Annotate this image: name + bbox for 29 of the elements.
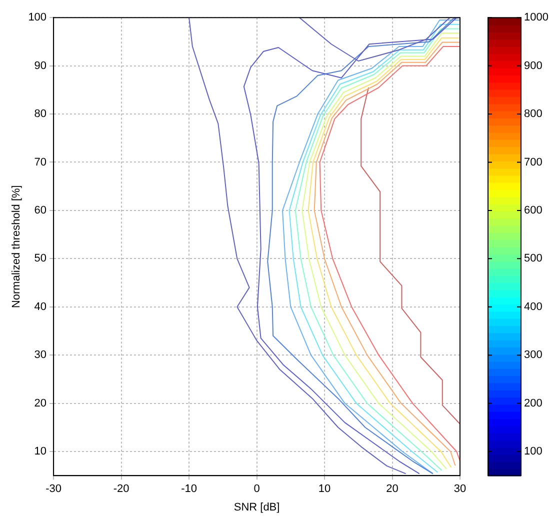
x-tick-label: -20 — [113, 483, 130, 496]
x-tick-label: 10 — [318, 483, 331, 496]
y-tick-label: 100 — [28, 12, 47, 24]
color-bar-label: 700 — [524, 156, 542, 168]
color-bar-label: 200 — [524, 397, 542, 410]
y-tick-label: 20 — [34, 397, 47, 410]
color-bar-label: 1000 — [524, 12, 548, 24]
color-bar-label: 300 — [524, 349, 542, 362]
y-tick-label: 80 — [34, 108, 47, 120]
x-axis-title: SNR [dB] — [234, 501, 280, 514]
y-axis-title: Normalized threshold [%] — [10, 185, 23, 308]
x-tick-label: 0 — [254, 483, 260, 496]
color-bar-label: 600 — [524, 204, 542, 216]
y-tick-label: 60 — [34, 204, 47, 216]
color-bar-label: 400 — [524, 300, 542, 313]
x-tick-label: -10 — [181, 483, 197, 496]
color-bar-label: 900 — [524, 60, 542, 72]
y-tick-label: 50 — [34, 252, 47, 265]
x-tick-label: 30 — [454, 483, 466, 496]
color-bar-label: 100 — [524, 446, 542, 458]
x-tick-label: -30 — [46, 483, 62, 496]
color-bar-label: 500 — [524, 252, 542, 265]
y-tick-label: 70 — [34, 156, 47, 168]
color-bar-label: 800 — [524, 108, 542, 120]
x-tick-label: 20 — [386, 483, 398, 496]
y-tick-label: 30 — [34, 349, 47, 362]
y-tick-label: 90 — [34, 60, 47, 72]
y-tick-label: 10 — [34, 446, 47, 458]
y-tick-label: 40 — [34, 300, 47, 313]
